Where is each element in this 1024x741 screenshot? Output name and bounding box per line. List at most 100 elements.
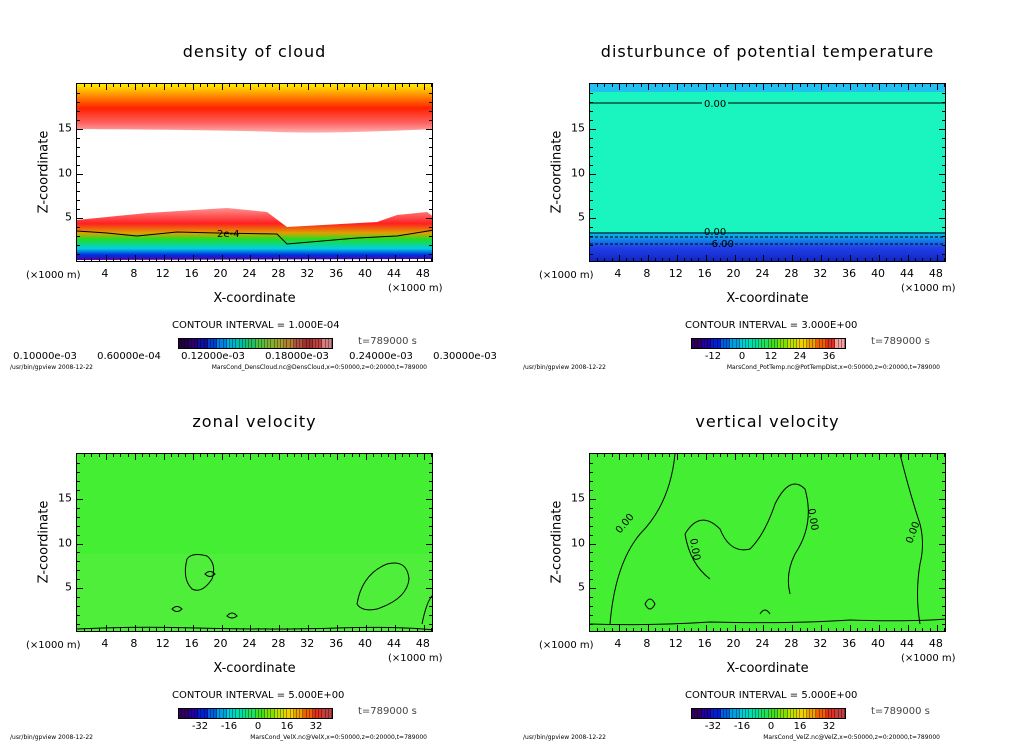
x-tick-mark: [98, 258, 100, 261]
x-tick-label: 48: [928, 637, 943, 650]
x-tick-mark: [308, 84, 310, 90]
x-tick-mark: [120, 84, 122, 87]
y-tick-mark: [590, 200, 593, 202]
colorbar-swatch: [749, 709, 753, 718]
x-tick-mark: [207, 454, 209, 457]
x-tick-mark: [698, 628, 700, 631]
x-tick-mark: [633, 454, 635, 457]
colorbar-swatch: [765, 709, 769, 718]
zonal-velocity-field: [77, 454, 432, 631]
x-tick-mark: [871, 258, 873, 261]
x-tick-mark: [228, 454, 230, 457]
x-tick-mark: [597, 454, 599, 457]
x-tick-mark: [756, 258, 758, 261]
y-tick-mark: [590, 128, 596, 130]
x-tick-mark: [272, 628, 274, 631]
y-tick-mark: [942, 570, 945, 572]
x-tick-mark: [662, 258, 664, 261]
x-tick-mark: [337, 84, 339, 90]
y-tick-mark: [77, 561, 80, 563]
x-tick-mark: [712, 84, 714, 87]
x-tick-mark: [777, 258, 779, 261]
x-tick-mark: [394, 454, 396, 460]
y-tick-mark: [590, 579, 593, 581]
x-tick-mark: [286, 84, 288, 87]
x-tick-mark: [329, 84, 331, 87]
colorbar-swatch: [306, 339, 310, 348]
y-tick-mark: [590, 507, 593, 509]
y-tick-mark: [942, 534, 945, 536]
x-unit-label: (×1000 m): [901, 653, 956, 664]
x-tick-mark: [84, 454, 86, 457]
colorbar-swatch: [762, 709, 766, 718]
x-tick-mark: [142, 454, 144, 457]
colorbar-swatch: [806, 339, 810, 348]
y-tick-mark: [77, 507, 80, 509]
y-tick-mark: [942, 606, 945, 608]
y-tick-mark: [942, 525, 945, 527]
colorbar-swatch: [210, 709, 215, 718]
x-tick-mark: [228, 84, 230, 87]
x-tick-mark: [698, 258, 700, 261]
y-axis-label: Z-coordinate: [36, 500, 52, 584]
y-tick-mark: [429, 227, 432, 229]
colorbar-swatch: [217, 339, 221, 348]
x-tick-mark: [286, 258, 288, 261]
y-tick-mark: [429, 254, 432, 256]
x-tick-mark: [293, 258, 295, 261]
contour-interval: CONTOUR INTERVAL = 1.000E-04: [172, 320, 340, 331]
colorbar-swatch: [188, 339, 192, 348]
x-tick-mark: [170, 628, 172, 631]
colorbar-swatch: [242, 709, 246, 718]
colorbar-swatch: [179, 709, 183, 718]
colorbar-swatch: [198, 709, 202, 718]
x-tick-label: 32: [300, 637, 315, 650]
colorbar-swatch: [252, 339, 256, 348]
vertical-velocity-field: 0.00 0.00 0.00 0.00: [590, 454, 945, 631]
x-tick-mark: [120, 454, 122, 457]
field-background: [590, 454, 945, 631]
x-tick-mark: [640, 84, 642, 87]
colorbar-swatch: [819, 709, 823, 718]
x-tick-mark: [777, 84, 779, 87]
x-tick-mark: [279, 255, 281, 261]
x-unit-label: (×1000 m): [388, 653, 443, 664]
x-tick-mark: [250, 255, 252, 261]
x-tick-mark: [199, 628, 201, 631]
colorbar-swatch: [733, 709, 737, 718]
x-tick-mark: [806, 454, 808, 457]
x-tick-mark: [387, 258, 389, 261]
x-tick-mark: [850, 454, 852, 460]
x-tick-mark: [893, 84, 895, 87]
colorbar-swatch: [723, 709, 728, 718]
x-tick-mark: [366, 84, 368, 90]
colorbar: [178, 338, 333, 349]
colorbar-swatch: [774, 339, 779, 348]
x-tick-mark: [315, 628, 317, 631]
x-tick-mark: [163, 454, 165, 460]
x-tick-mark: [185, 84, 187, 87]
y-tick-mark: [590, 516, 593, 518]
colorbar-swatch: [832, 339, 836, 348]
x-tick-mark: [936, 255, 938, 261]
x-tick-mark: [944, 258, 945, 261]
y-tick-mark: [590, 498, 596, 500]
y-tick-mark: [590, 245, 593, 247]
y-tick-mark: [590, 597, 593, 599]
x-unit-label: (×1000 m): [26, 640, 81, 651]
x-unit-label: (×1000 m): [539, 270, 594, 281]
x-tick-mark: [748, 258, 750, 261]
x-tick-mark: [647, 625, 649, 631]
y-tick-mark: [429, 579, 432, 581]
x-tick-mark: [344, 454, 346, 457]
x-tick-mark: [134, 625, 136, 631]
colorbar-swatch: [701, 709, 705, 718]
colorbar-swatch: [809, 709, 814, 718]
y-tick-mark: [77, 128, 83, 130]
colorbar-swatch: [800, 339, 804, 348]
colorbar-swatch: [223, 709, 227, 718]
x-tick-mark: [806, 258, 808, 261]
y-tick-mark: [942, 182, 945, 184]
colorbar-swatch: [296, 339, 301, 348]
x-tick-mark: [301, 454, 303, 457]
